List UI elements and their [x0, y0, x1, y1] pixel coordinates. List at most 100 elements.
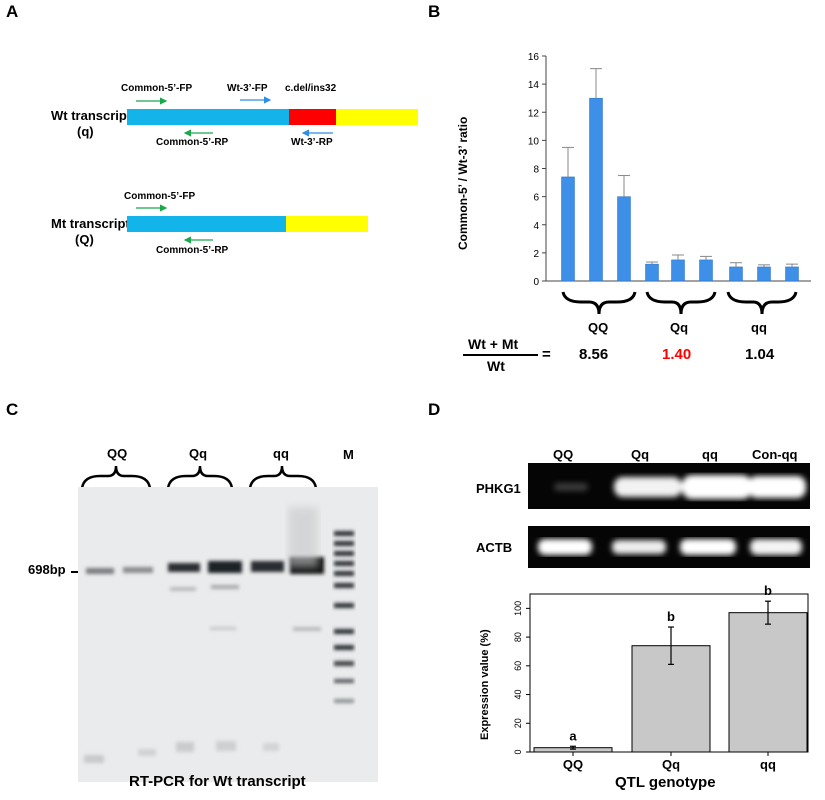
gel-brace-qq-het: [166, 465, 234, 489]
wt-yellow-segment: [336, 109, 418, 125]
chart-b-ytick-label: 10: [528, 136, 540, 147]
chart-d-ytick-label: 60: [513, 661, 523, 671]
formula-equals: =: [542, 346, 551, 363]
ratio-qq-hom: 1.04: [745, 346, 775, 363]
chart-d-xtick-label: Qq: [662, 757, 680, 772]
gel-d-lane-qq-het: Qq: [631, 447, 650, 462]
formula-fraction-bar: [463, 354, 538, 356]
formula-numerator: Wt + Mt: [468, 336, 519, 352]
phkg1-band-control: [748, 476, 806, 498]
gel-band-4: [208, 561, 242, 573]
chart-b-bar: [671, 259, 685, 282]
wt-common-rp-label: Common-5’-RP: [156, 137, 229, 148]
chart-b-plot: 0 2 4 6 8 10 12 14 16: [528, 52, 811, 288]
gene-phkg1-label: PHKG1: [476, 481, 521, 496]
chart-b-ytick-label: 12: [528, 108, 540, 119]
gel-band-2: [123, 567, 153, 573]
chart-b-ytick-label: 0: [533, 277, 539, 288]
gel-c-group-qq-het: Qq: [189, 446, 208, 461]
chart-d-ytick-label: 80: [513, 632, 523, 642]
chart-d-significance-letter: b: [764, 583, 772, 598]
chart-d-bar: [728, 612, 808, 753]
chart-d-ylabel: Expression value (%): [479, 629, 491, 740]
gel-c-braces: [80, 465, 318, 489]
wt-fp-label: Wt-3’-FP: [227, 83, 268, 94]
chart-d-significance-letter: b: [667, 609, 675, 624]
mt-yellow-segment: [286, 216, 368, 232]
gene-actb-label: ACTB: [476, 540, 513, 555]
brace-qq-hom: [726, 291, 798, 315]
panel-letter-b: B: [428, 2, 441, 21]
mt-blue-segment: [127, 216, 286, 232]
chart-d-ytick-label: 0: [513, 749, 523, 754]
gel-d-lane-qq: QQ: [553, 447, 574, 462]
formula-denominator: Wt: [487, 358, 505, 374]
actb-band-qq: [538, 539, 592, 555]
chart-b-bar: [589, 97, 603, 282]
gel-brace-qq: [80, 465, 152, 489]
chart-b-ytick-label: 16: [528, 52, 540, 63]
chart-d-significance-letter: a: [569, 728, 577, 743]
phkg1-band-qq: [554, 483, 588, 491]
actb-band-qq-het: [612, 540, 666, 554]
chart-d-xtick-label: qq: [760, 757, 776, 772]
wt-blue-segment: [127, 109, 289, 125]
wt-red-segment: [289, 109, 336, 125]
actb-band-control: [750, 539, 802, 555]
chart-b-bar: [561, 176, 575, 282]
gel-d-lane-qq-hom: qq: [702, 447, 718, 462]
chart-b-ytick-label: 2: [533, 249, 539, 260]
wt-transcript-allele: (q): [77, 124, 94, 139]
chart-b-bar: [729, 266, 743, 282]
mt-transcript-title: Mt transcript: [51, 216, 130, 231]
panel-letter-a: A: [6, 2, 19, 21]
chart-d-xtick-label: QQ: [563, 757, 583, 772]
chart-b-bar: [757, 266, 771, 282]
actb-band-qq-hom: [680, 539, 736, 555]
wt-transcript-title: Wt transcript: [51, 108, 132, 123]
band-size-label: 698bp: [28, 562, 66, 577]
panel-letter-c: C: [6, 400, 19, 419]
mt-common-rp-label: Common-5’-RP: [156, 245, 229, 256]
ratio-qq-het: 1.40: [662, 346, 692, 363]
chart-b-group-qq: QQ: [588, 320, 609, 335]
chart-d-ytick-label: 40: [513, 690, 523, 700]
brace-qq: [561, 291, 637, 315]
chart-b-bar: [645, 263, 659, 282]
gel-c-caption: RT-PCR for Wt transcript: [129, 773, 306, 790]
gel-brace-qq-hom: [248, 465, 318, 489]
gel-c-group-qq: QQ: [107, 446, 128, 461]
ratio-qq: 8.56: [579, 346, 609, 363]
gel-c-image: [78, 487, 378, 782]
chart-b-braces: [561, 291, 798, 315]
chart-b-bar: [617, 196, 631, 282]
chart-b-bar: [785, 266, 799, 282]
chart-d-xlabel: QTL genotype: [615, 774, 716, 791]
gel-d-lane-control: Con-qq: [752, 447, 798, 462]
gel-band-1: [86, 568, 114, 574]
gel-band-5: [251, 561, 284, 572]
gel-band-3: [168, 563, 200, 572]
chart-b-group-qq-het: Qq: [670, 320, 689, 335]
chart-b-ylabel: Common-5’ / Wt-3’ ratio: [456, 116, 470, 250]
wt-common-fp-label: Common-5’-FP: [121, 83, 193, 94]
gel-d-phkg1: [528, 463, 810, 509]
band-size-tick: [71, 571, 79, 573]
gel-d-actb: [528, 526, 810, 568]
mt-transcript-allele: (Q): [75, 232, 94, 247]
gel-c-marker-label: M: [343, 447, 354, 462]
chart-d-plot: 0 20 40 60 80 100 a QQ b Qq b qq: [513, 583, 809, 772]
chart-d-ytick-label: 100: [513, 601, 523, 616]
gel-c-group-qq-hom: qq: [273, 446, 289, 461]
chart-b-ytick-label: 8: [533, 165, 539, 176]
phkg1-band-qq-hom: [682, 475, 752, 499]
chart-b-ytick-label: 14: [528, 80, 540, 91]
deletion-label: c.del/ins32: [285, 83, 337, 94]
wt-rp-label: Wt-3’-RP: [291, 137, 333, 148]
gel-c-ladder: [334, 531, 354, 703]
chart-b-ytick-label: 6: [533, 193, 539, 204]
chart-d-ytick-label: 20: [513, 718, 523, 728]
mt-common-fp-label: Common-5’-FP: [124, 191, 196, 202]
brace-qq-het: [645, 291, 717, 315]
transcript-bars: [127, 96, 418, 244]
